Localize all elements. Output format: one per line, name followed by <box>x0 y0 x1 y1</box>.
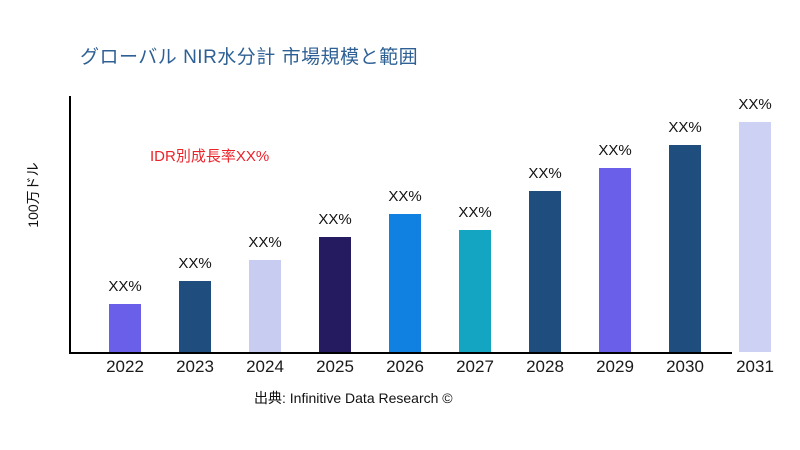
bar-value-label-2028: XX% <box>528 165 562 182</box>
x-tick-label-2024: 2024 <box>246 357 284 376</box>
bar-2026 <box>389 214 421 352</box>
bar-value-label-2027: XX% <box>458 204 492 221</box>
bar-value-label-2031: XX% <box>738 96 772 113</box>
bar-2024 <box>249 260 281 352</box>
bar-2023 <box>179 281 211 352</box>
bar-value-label-2029: XX% <box>598 142 632 159</box>
bar-value-label-2030: XX% <box>668 119 702 136</box>
chart-title: グローバル NIR水分計 市場規模と範囲 <box>80 47 419 68</box>
x-tick-label-2022: 2022 <box>106 357 144 376</box>
x-tick-label-2031: 2031 <box>736 357 774 376</box>
bar-value-label-2024: XX% <box>248 234 282 251</box>
bar-value-label-2026: XX% <box>388 188 422 205</box>
bar-2028 <box>529 191 561 352</box>
bar-2031 <box>739 122 771 352</box>
source-note: 出典: Infinitive Data Research © <box>254 390 453 406</box>
y-axis-label: 100万ドル <box>25 162 41 228</box>
bar-2027 <box>459 230 491 352</box>
y-axis-line <box>69 96 71 354</box>
bar-value-label-2022: XX% <box>108 278 142 295</box>
x-tick-label-2025: 2025 <box>316 357 354 376</box>
bar-2022 <box>109 304 141 352</box>
bar-value-label-2023: XX% <box>178 255 212 272</box>
growth-rate-annotation: IDR別成長率XX% <box>150 148 270 165</box>
x-tick-label-2026: 2026 <box>386 357 424 376</box>
bar-value-label-2025: XX% <box>318 211 352 228</box>
x-tick-label-2029: 2029 <box>596 357 634 376</box>
x-axis-line <box>69 352 732 354</box>
x-tick-label-2023: 2023 <box>176 357 214 376</box>
bar-2025 <box>319 237 351 352</box>
bar-2029 <box>599 168 631 352</box>
x-tick-label-2027: 2027 <box>456 357 494 376</box>
x-tick-label-2028: 2028 <box>526 357 564 376</box>
bar-2030 <box>669 145 701 352</box>
x-tick-label-2030: 2030 <box>666 357 704 376</box>
